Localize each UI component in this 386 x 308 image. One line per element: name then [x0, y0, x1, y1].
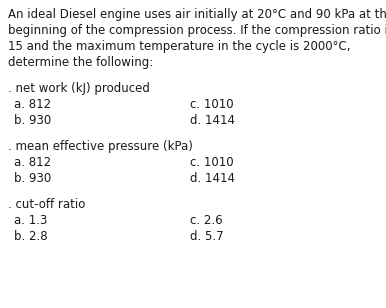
Text: d. 1414: d. 1414 — [190, 172, 235, 185]
Text: d. 5.7: d. 5.7 — [190, 230, 223, 243]
Text: a. 812: a. 812 — [14, 156, 51, 169]
Text: c. 2.6: c. 2.6 — [190, 214, 223, 227]
Text: beginning of the compression process. If the compression ratio is: beginning of the compression process. If… — [8, 24, 386, 37]
Text: a. 812: a. 812 — [14, 98, 51, 111]
Text: d. 1414: d. 1414 — [190, 114, 235, 127]
Text: . net work (kJ) produced: . net work (kJ) produced — [8, 82, 150, 95]
Text: c. 1010: c. 1010 — [190, 156, 234, 169]
Text: An ideal Diesel engine uses air initially at 20°C and 90 kPa at the: An ideal Diesel engine uses air initiall… — [8, 8, 386, 21]
Text: . mean effective pressure (kPa): . mean effective pressure (kPa) — [8, 140, 193, 153]
Text: b. 930: b. 930 — [14, 114, 51, 127]
Text: a. 1.3: a. 1.3 — [14, 214, 47, 227]
Text: . cut-off ratio: . cut-off ratio — [8, 198, 85, 211]
Text: c. 1010: c. 1010 — [190, 98, 234, 111]
Text: b. 2.8: b. 2.8 — [14, 230, 47, 243]
Text: b. 930: b. 930 — [14, 172, 51, 185]
Text: 15 and the maximum temperature in the cycle is 2000°C,: 15 and the maximum temperature in the cy… — [8, 40, 350, 53]
Text: determine the following:: determine the following: — [8, 56, 153, 69]
